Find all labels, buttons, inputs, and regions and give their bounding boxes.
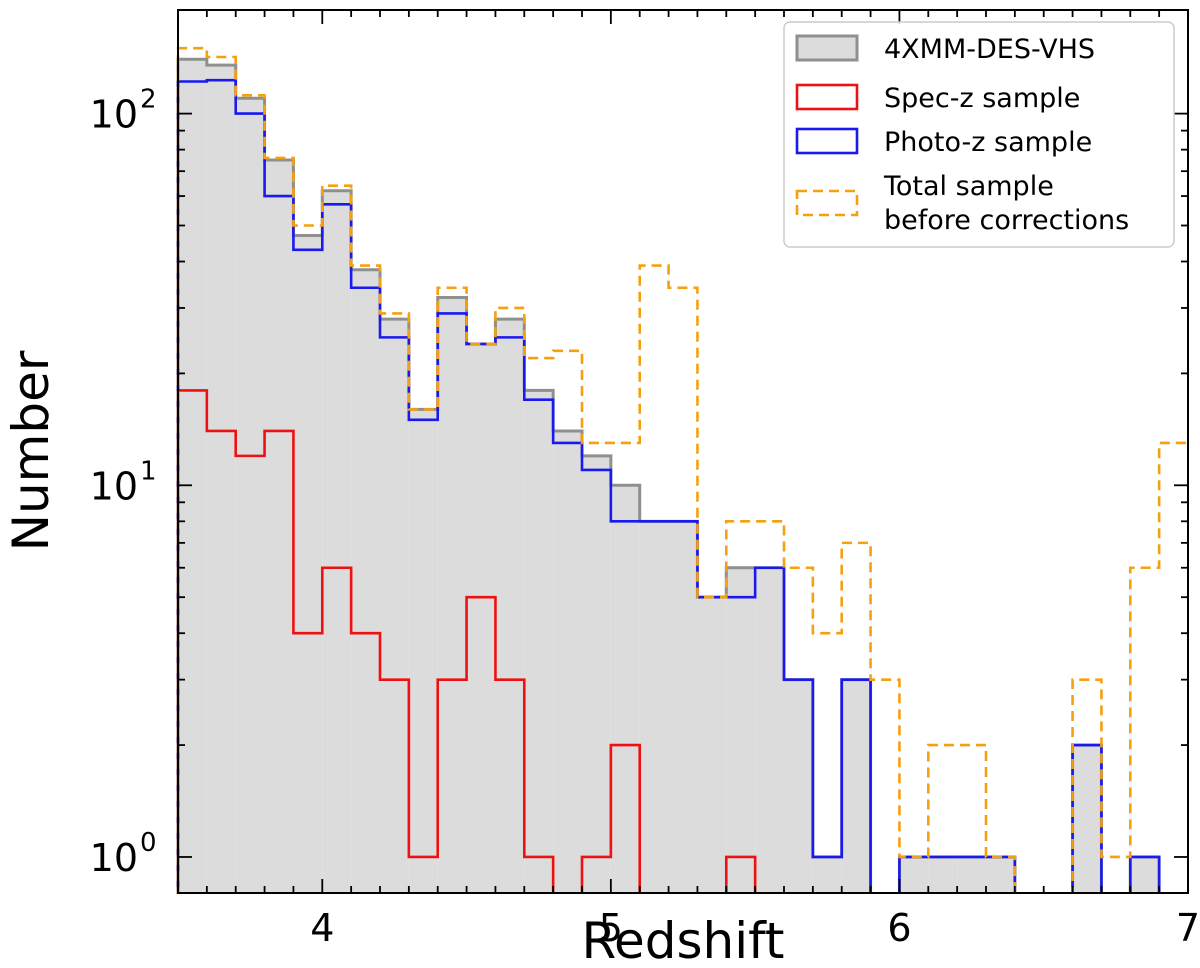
4xmm-des-vhs-bar (1130, 856, 1160, 893)
legend-swatch-total-sample-before-corrections (795, 189, 859, 217)
4xmm-des-vhs-bar (524, 390, 554, 893)
axis-ticks (177, 10, 1189, 893)
4xmm-des-vhs-bar (841, 679, 871, 893)
4xmm-des-vhs-bar (293, 235, 323, 893)
x-tick-label: 6 (887, 906, 911, 950)
photo-z-sample-step-outline (176, 78, 1161, 913)
x-tick-label: 7 (1176, 906, 1200, 950)
y-tick-label-exponent: 2 (140, 85, 157, 115)
4xmm-des-vhs-bar (466, 343, 496, 893)
4xmm-des-vhs-bar (928, 856, 958, 893)
4xmm-des-vhs-bar (812, 856, 842, 893)
legend-label: before corrections (884, 205, 1129, 236)
y-tick-label: 10 (90, 464, 138, 508)
4xmm-des-vhs-bar (264, 160, 294, 893)
legend-label: 4XMM-DES-VHS (884, 34, 1095, 65)
legend-label: Total sample (883, 171, 1054, 202)
4xmm-des-vhs-bar (437, 297, 467, 893)
4xmm-des-vhs-bar (178, 59, 207, 893)
4xmm-des-vhs-bar (380, 319, 409, 893)
4xmm-des-vhs-bar (697, 597, 727, 893)
4xmm-des-vhs-bar (755, 567, 784, 893)
legend-swatch-spec-z-sample (795, 83, 859, 111)
4xmm-des-vhs-bar (351, 269, 380, 893)
below-axis-mask (0, 894, 1200, 968)
4xmm-des-vhs-bar (957, 856, 986, 893)
legend-label: Photo-z sample (884, 127, 1092, 158)
4xmm-des-vhs-bar (235, 98, 265, 894)
4xmm-des-vhs-bar (668, 521, 698, 893)
4xmm-des-vhs-bar (899, 856, 929, 893)
4xmm-des-vhs-bar (582, 455, 611, 893)
y-tick-label-exponent: 0 (140, 828, 157, 858)
4xmm-des-vhs-bar (986, 856, 1015, 893)
x-tick-labels: 4 5 6 7 (310, 906, 1200, 950)
4xmm-des-vhs-bar (322, 190, 352, 893)
spec-z-sample-step-outline (176, 389, 757, 913)
4xmm-des-vhs-bar (784, 679, 813, 893)
total-sample-before-corrections-step-outline (176, 46, 1188, 913)
legend-box (783, 21, 1175, 248)
legend-swatch-photo-z-sample (795, 127, 859, 155)
4xmm-des-vhs-bar (408, 409, 438, 893)
histogram-series (0, 46, 1200, 968)
x-tick-label: 5 (599, 906, 623, 950)
y-tick-label-exponent: 1 (140, 456, 157, 486)
x-axis-title: Redshift (582, 912, 785, 968)
plot-frame (177, 9, 1189, 894)
4xmm-des-vhs-bar (206, 65, 236, 893)
4xmm-des-vhs-bar (495, 319, 525, 893)
y-tick-label: 10 (90, 93, 138, 137)
y-tick-label: 10 (90, 836, 138, 880)
4xmm-des-vhs-bar (726, 567, 756, 893)
y-axis-title: Number (2, 350, 60, 551)
4xmm-des-vhs-bar (553, 430, 582, 893)
legend: 4XMM-DES-VHS Spec-z sample Photo-z sample T… (783, 21, 1175, 248)
legend-label: Spec-z sample (884, 83, 1080, 114)
x-tick-label: 4 (310, 906, 334, 950)
4xmm-des-vhs-bar (610, 485, 640, 893)
4xmm-des-vhs-bar (1072, 745, 1102, 893)
4xmm-des-vhs-bar (639, 521, 669, 893)
legend-swatch-4xmm-des-vhs (795, 34, 859, 62)
